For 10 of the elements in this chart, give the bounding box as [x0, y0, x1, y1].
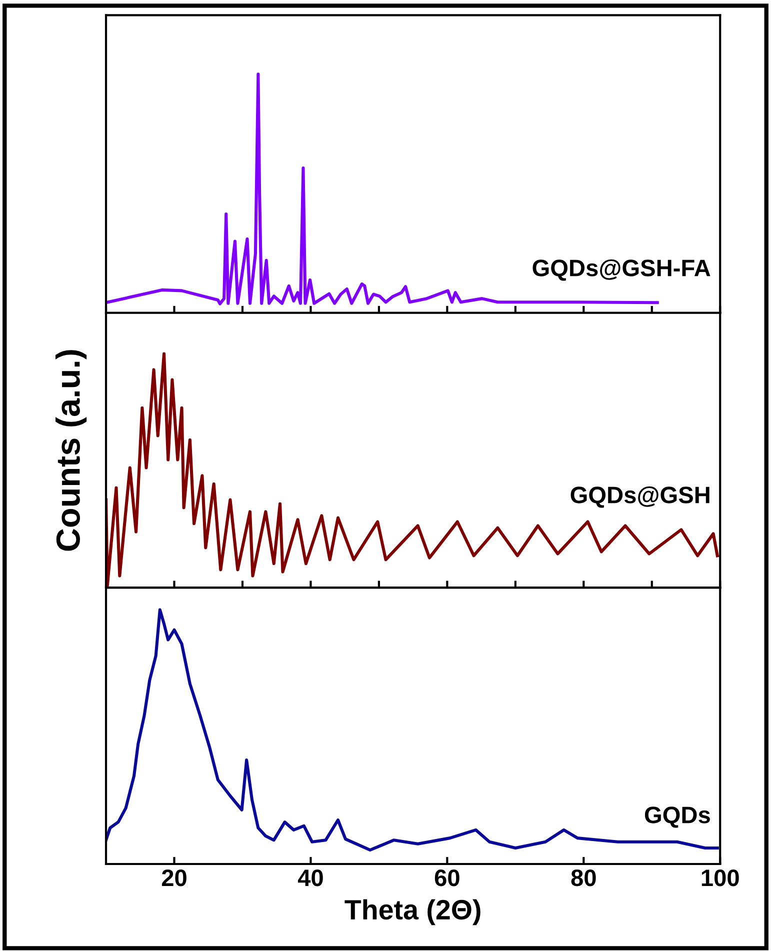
series-label: GQDs@GSH	[570, 486, 710, 508]
x-tick-label: 40	[298, 869, 323, 886]
x-tick-label: 100	[702, 869, 739, 886]
series-label: GQDs@GSH-FA	[532, 259, 710, 281]
series-label: GQDs	[644, 806, 710, 828]
x-tick-label: 60	[434, 869, 460, 886]
x-tick-label: 80	[571, 869, 596, 886]
x-tick-label: 20	[162, 869, 186, 886]
x-axis-title: Theta (2Θ)	[344, 899, 480, 926]
y-axis-title: Counts (a.u.)	[55, 350, 87, 551]
